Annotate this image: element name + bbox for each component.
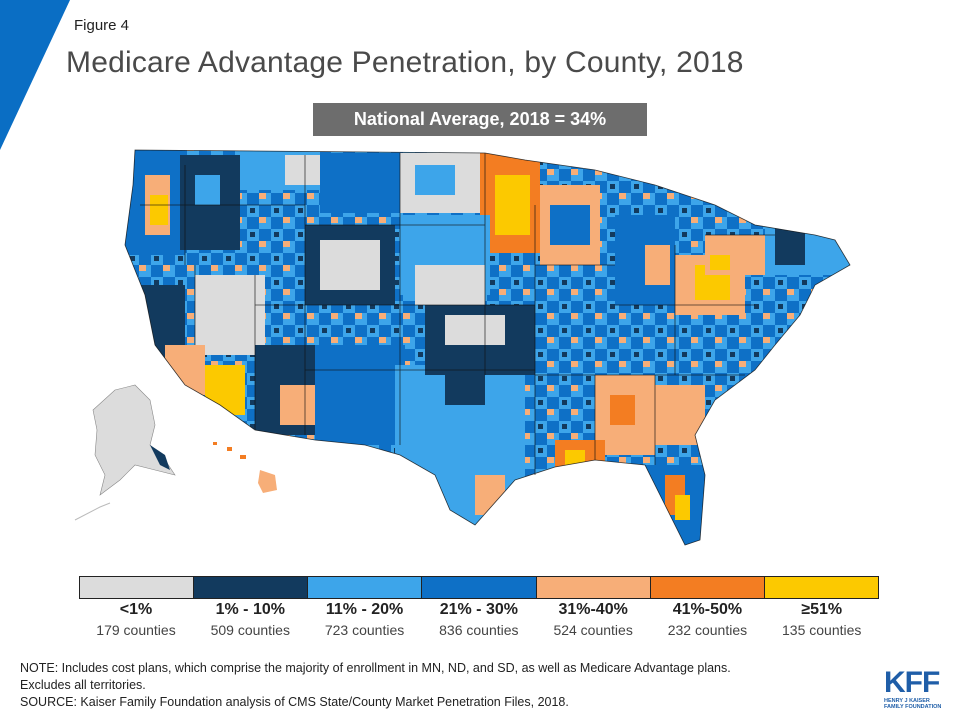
legend-range-label: 1% - 10% <box>215 601 285 618</box>
legend-count-label: 723 counties <box>324 622 405 638</box>
legend-entry-3: 21% - 30% 836 counties <box>422 600 536 640</box>
corner-accent-band <box>0 0 70 150</box>
legend-swatch-2 <box>308 577 423 598</box>
legend-count-label: 232 counties <box>667 622 748 638</box>
legend-range-label: 11% - 20% <box>325 601 404 618</box>
legend-swatch-0 <box>80 577 195 598</box>
note-line-1: NOTE: Includes cost plans, which compris… <box>20 661 731 675</box>
legend-count-label: 524 counties <box>553 622 633 638</box>
legend-entry-2: 11% - 20% 723 counties <box>308 600 422 640</box>
us-county-map <box>74 149 851 546</box>
legend-swatch-1 <box>194 577 309 598</box>
legend-range-label: <1% <box>119 601 153 618</box>
legend-count-label: 135 counties <box>782 622 862 638</box>
legend-entry-1: 1% - 10% 509 counties <box>193 600 307 640</box>
legend-swatch-4 <box>536 577 651 598</box>
legend-entry-0: <1% 179 counties <box>79 600 193 640</box>
alaska-map <box>74 384 176 521</box>
note-line-2: Excludes all territories. <box>20 678 146 692</box>
legend-entry-6: ≥51% 135 counties <box>765 600 879 640</box>
legend-count-label: 836 counties <box>439 622 519 638</box>
page-title: Medicare Advantage Penetration, by Count… <box>66 46 744 79</box>
kff-logo: KFF HENRY J KAISER FAMILY FOUNDATION <box>884 666 946 711</box>
national-average-badge: National Average, 2018 = 34% <box>313 103 647 136</box>
kff-logo-sub-line-1: HENRY J KAISER <box>884 698 930 704</box>
legend-count-label: 509 counties <box>210 622 290 638</box>
legend-range-label: 31%-40% <box>558 601 628 618</box>
hawaii-map <box>213 442 277 493</box>
legend-color-bar <box>79 576 879 599</box>
kff-logo-subtitle: HENRY J KAISER FAMILY FOUNDATION <box>884 698 946 710</box>
legend-entry-5: 41%-50% 232 counties <box>650 600 764 640</box>
legend-swatch-5 <box>650 577 765 598</box>
legend-swatch-6 <box>764 577 878 598</box>
legend-count-label: 179 counties <box>96 622 176 638</box>
legend-range-label: ≥51% <box>801 601 843 618</box>
legend-range-label: 21% - 30% <box>439 601 518 618</box>
source-line: SOURCE: Kaiser Family Foundation analysi… <box>20 695 569 709</box>
kff-logo-sub-line-2: FAMILY FOUNDATION <box>884 704 942 710</box>
legend-range-label: 41%-50% <box>672 601 743 618</box>
legend-swatch-3 <box>422 577 537 598</box>
contiguous-us-choropleth <box>125 150 850 545</box>
legend-entry-4: 31%-40% 524 counties <box>536 600 650 640</box>
footnote: NOTE: Includes cost plans, which compris… <box>20 660 870 711</box>
kff-logo-letters: KFF <box>884 666 940 699</box>
figure-label: Figure 4 <box>74 17 130 34</box>
